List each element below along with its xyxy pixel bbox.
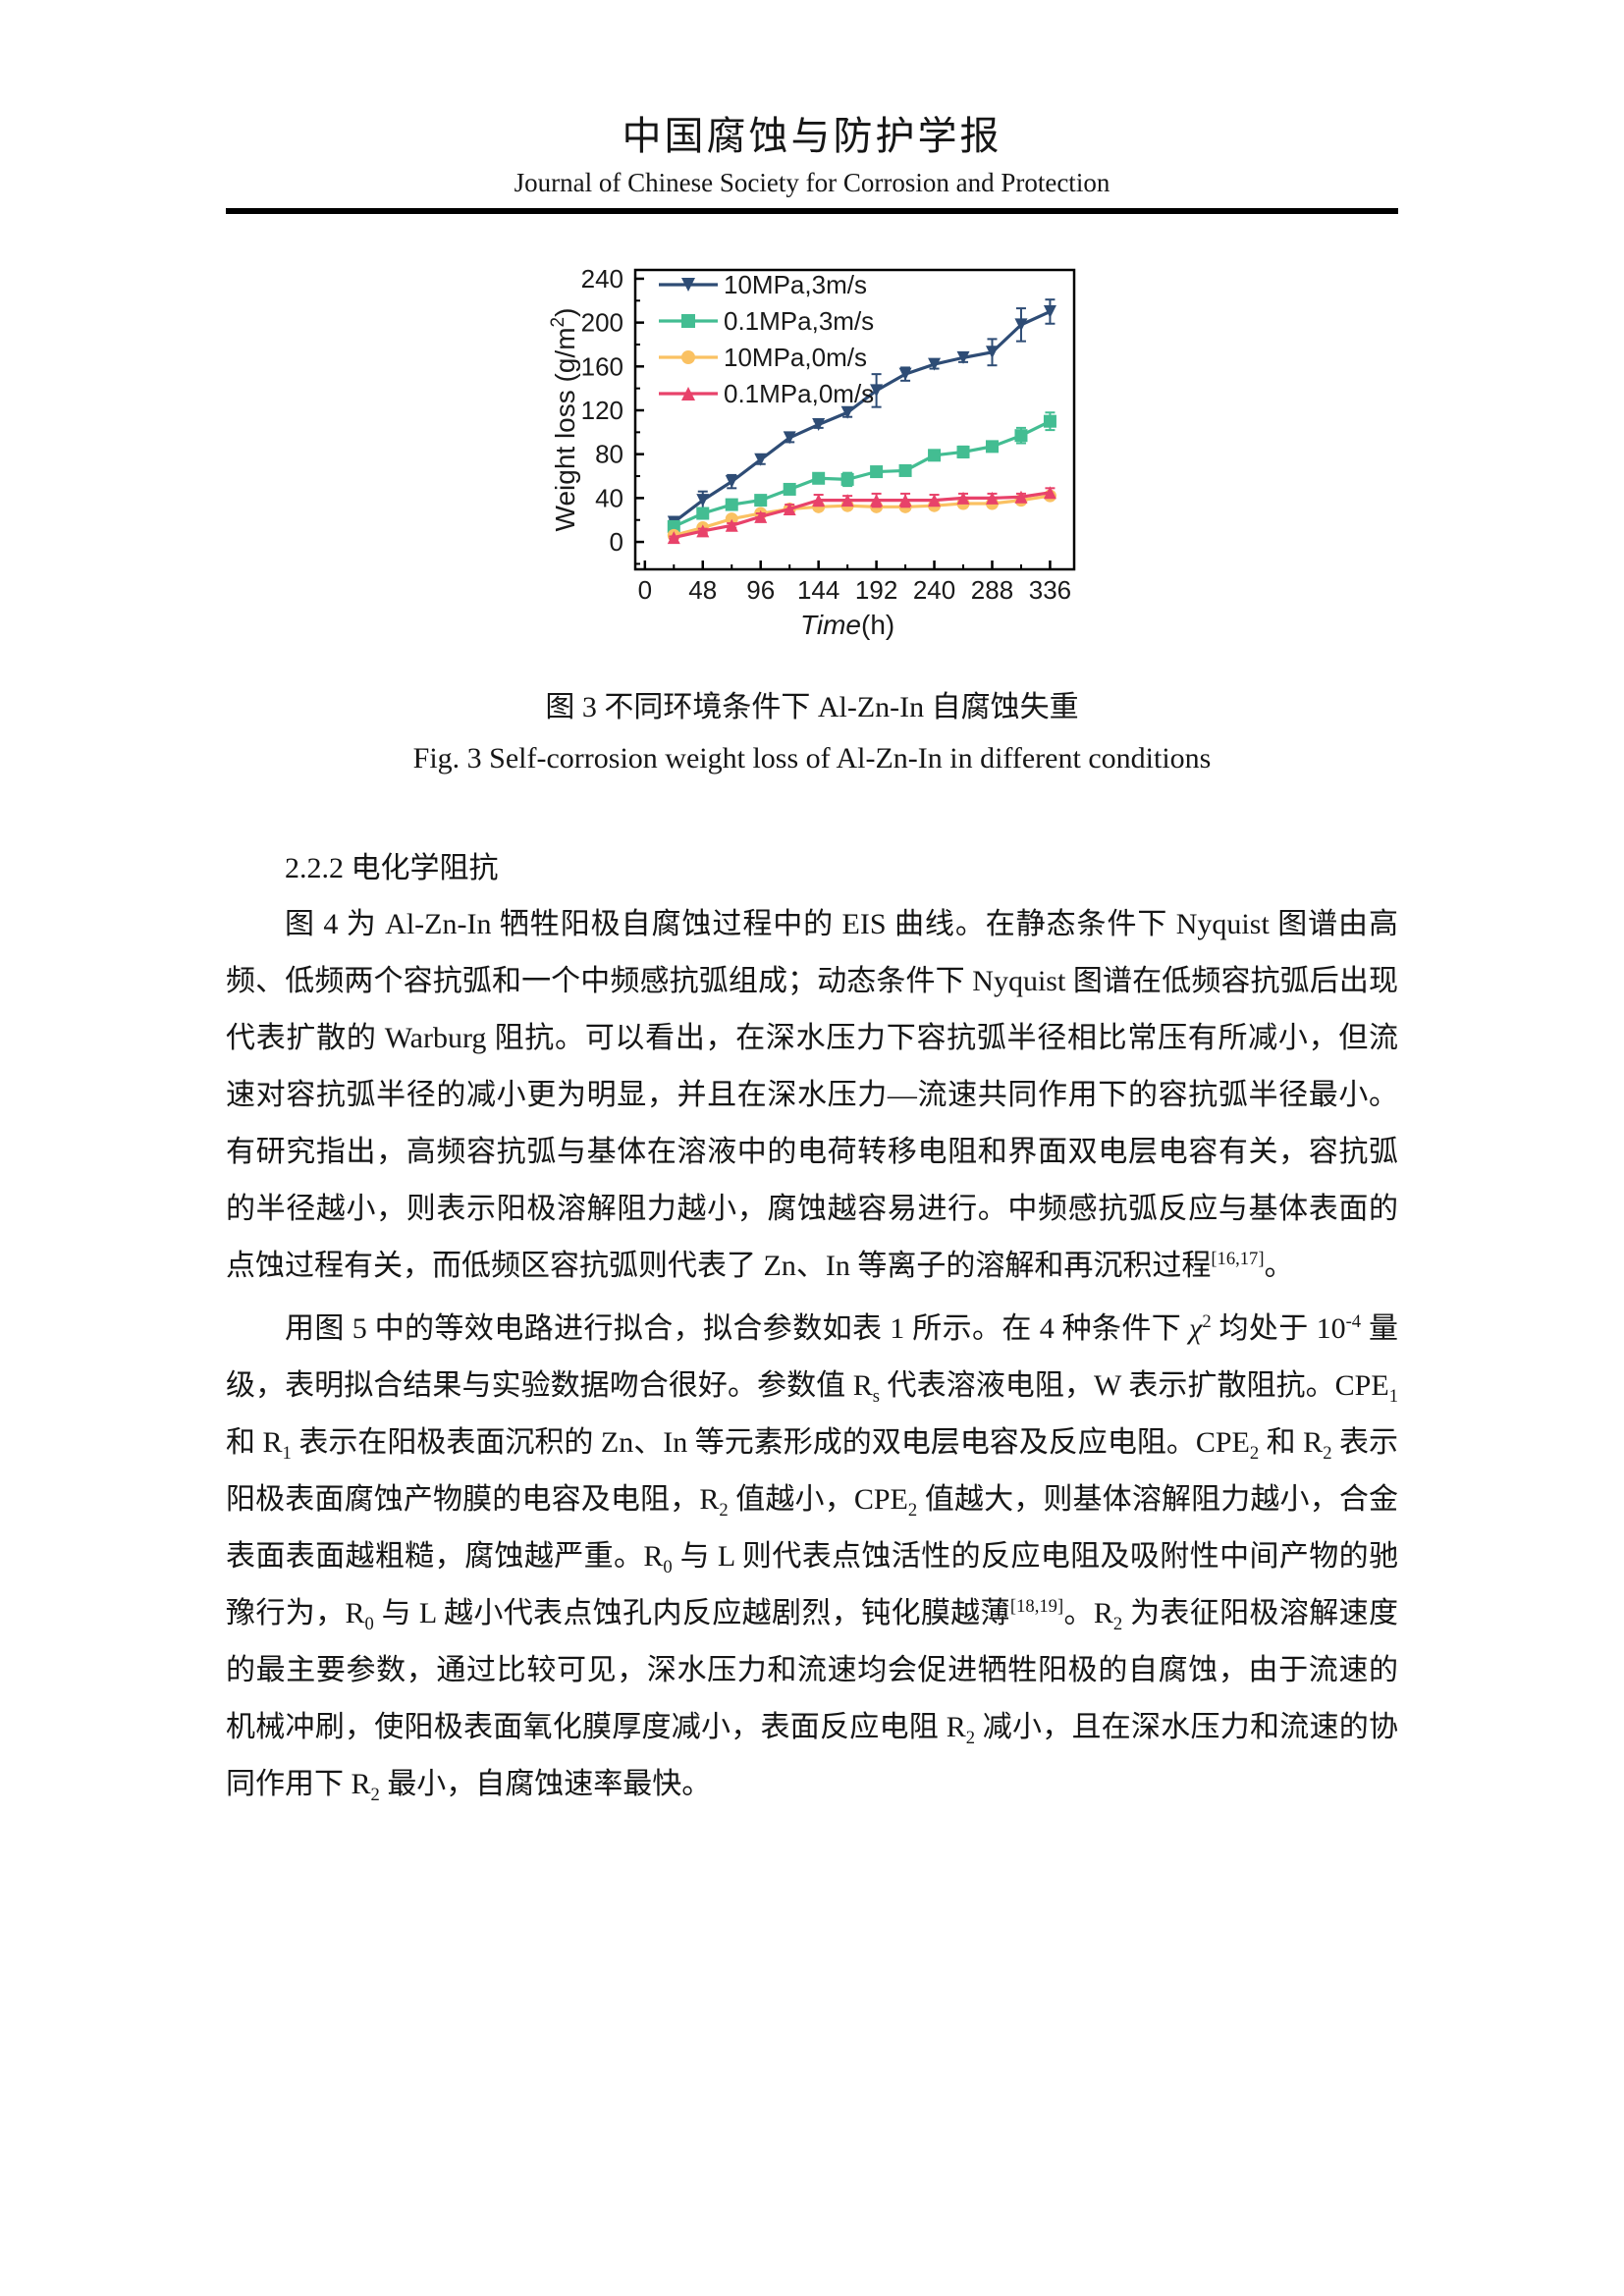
text-segment: 和 R (1259, 1426, 1324, 1459)
svg-text:0.1MPa,0m/s: 0.1MPa,0m/s (724, 379, 874, 408)
text-segment: 量级，表明拟合结果与实验数据吻合很好。参数值 R (226, 1312, 1399, 1402)
series-0.1MPa,3m/s (667, 411, 1056, 533)
svg-text:96: 96 (746, 575, 775, 605)
text-segment: 表示阳极表面腐蚀产物膜的电容及电阻，R (226, 1426, 1398, 1516)
text-segment: 1 (282, 1443, 292, 1464)
text-segment: 0 (364, 1614, 374, 1634)
journal-title-zh: 中国腐蚀与防护学报 (622, 114, 1002, 158)
paragraph: 图 4 为 Al-Zn-In 牺牲阳极自腐蚀过程中的 EIS 曲线。在静态条件下… (226, 896, 1398, 1295)
text-segment: 与 L 越小代表点蚀孔内反应越剧烈，钝化膜越薄 (373, 1597, 1010, 1629)
text-segment: 图 4 为 Al-Zn-In 牺牲阳极自腐蚀过程中的 EIS 曲线。在静态条件下… (226, 908, 1398, 1282)
svg-text:200: 200 (580, 308, 623, 338)
text-segment: 2 (1323, 1443, 1332, 1464)
text-segment: 。R (1063, 1597, 1113, 1629)
text-segment: 1 (1388, 1386, 1398, 1407)
text-segment: 2 (1112, 1614, 1123, 1634)
text-segment: 。 (1264, 1250, 1294, 1282)
svg-text:0: 0 (637, 575, 651, 605)
text-segment: 2 (965, 1728, 976, 1748)
weight-loss-chart: 0 48 96 144 192 240 288 336 0 40 80 120 160 200 240 Tim… (549, 264, 1075, 640)
x-axis-label: Time(h) (800, 610, 894, 640)
chart-legend: 10MPa,3m/s 0.1MPa,3m/s 10MPa,0m/s 0.1MPa,0m… (658, 270, 874, 408)
text-segment: 用图 5 中的等效电路进行拟合，拟合参数如表 1 所示。在 4 种条件下 (285, 1312, 1190, 1345)
svg-text:336: 336 (1028, 575, 1070, 605)
svg-text:48: 48 (688, 575, 717, 605)
text-segment: χ (1189, 1312, 1203, 1345)
text-segment: 均处于 10 (1211, 1312, 1346, 1345)
text-segment: 和 R (226, 1426, 283, 1459)
svg-text:0.1MPa,3m/s: 0.1MPa,3m/s (724, 306, 874, 336)
text-segment: 值越小，CPE (728, 1483, 908, 1516)
text-segment: 2 (1249, 1443, 1260, 1464)
ticks (634, 277, 1052, 569)
header-divider (226, 208, 1398, 214)
text-segment: 减小，且在深水压力和流速的协同作用下 R (226, 1711, 1398, 1800)
svg-text:0: 0 (609, 527, 623, 557)
section-heading: 2.2.2 电化学阻抗 (285, 852, 499, 884)
text-segment: [18,19] (1009, 1596, 1064, 1617)
text-segment: s (872, 1386, 880, 1407)
text-segment: 2 (719, 1500, 729, 1521)
series-10MPa,3m/s (667, 298, 1056, 529)
text-segment: 最小，自腐蚀速率最快。 (379, 1768, 712, 1800)
svg-text:144: 144 (796, 575, 839, 605)
paper-page: 中国腐蚀与防护学报 Journal of Chinese Society for… (226, 114, 1398, 1813)
svg-text:80: 80 (595, 440, 623, 469)
figure-caption-zh: 图 3 不同环境条件下 Al-Zn-In 自腐蚀失重 (545, 691, 1079, 723)
text-segment: 为表征阳极溶解速度的最主要参数，通过比较可见，深水压力和流速均会促进牺牲阳极的自… (226, 1597, 1399, 1743)
text-segment: 2 (1202, 1311, 1212, 1332)
svg-text:160: 160 (580, 351, 623, 381)
text-segment: [16,17] (1211, 1249, 1265, 1269)
series-0.1MPa,0m/s (667, 486, 1056, 545)
body-paragraphs: 图 4 为 Al-Zn-In 牺牲阳极自腐蚀过程中的 EIS 曲线。在静态条件下… (226, 896, 1398, 1813)
text-segment: 代表溶液电阻，W 表示扩散阻抗。CPE (880, 1369, 1389, 1402)
axes (633, 268, 1075, 571)
svg-text:40: 40 (595, 483, 623, 512)
chart-container: 0 48 96 144 192 240 288 336 0 40 80 120 160 200 240 Tim… (226, 245, 1398, 653)
svg-text:288: 288 (970, 575, 1012, 605)
svg-text:120: 120 (580, 396, 623, 425)
text-segment: 0 (663, 1557, 673, 1577)
text-segment: 2 (907, 1500, 918, 1521)
paragraph: 用图 5 中的等效电路进行拟合，拟合参数如表 1 所示。在 4 种条件下 χ2 … (226, 1301, 1398, 1813)
text-segment: -4 (1345, 1311, 1362, 1332)
svg-text:10MPa,3m/s: 10MPa,3m/s (724, 270, 867, 299)
text-segment: 值越大，则基体溶解阻力越小，合金表面表面越粗糙，腐蚀越严重。R (226, 1483, 1398, 1573)
svg-text:10MPa,0m/s: 10MPa,0m/s (724, 343, 867, 372)
figure-caption-en: Fig. 3 Self-corrosion weight loss of Al-… (412, 742, 1212, 774)
figure-3: 0 48 96 144 192 240 288 336 0 40 80 120 160 200 240 Tim… (226, 245, 1398, 776)
text-segment: 表示在阳极表面沉积的 Zn、In 等元素形成的双电层电容及反应电阻。CPE (291, 1426, 1250, 1459)
journal-title-en: Journal of Chinese Society for Corrosion… (514, 168, 1110, 197)
y-axis-label: Weight loss (g/m2) (549, 308, 580, 532)
svg-text:240: 240 (580, 264, 623, 294)
text-segment: 与 L 则代表点蚀活性的反应电阻及吸附性中间产物的驰豫行为，R (226, 1540, 1398, 1629)
svg-text:192: 192 (854, 575, 896, 605)
tick-labels: 0 48 96 144 192 240 288 336 0 40 80 120 160 200 240 (580, 264, 1071, 605)
text-segment: 2 (370, 1785, 380, 1805)
svg-text:240: 240 (912, 575, 954, 605)
